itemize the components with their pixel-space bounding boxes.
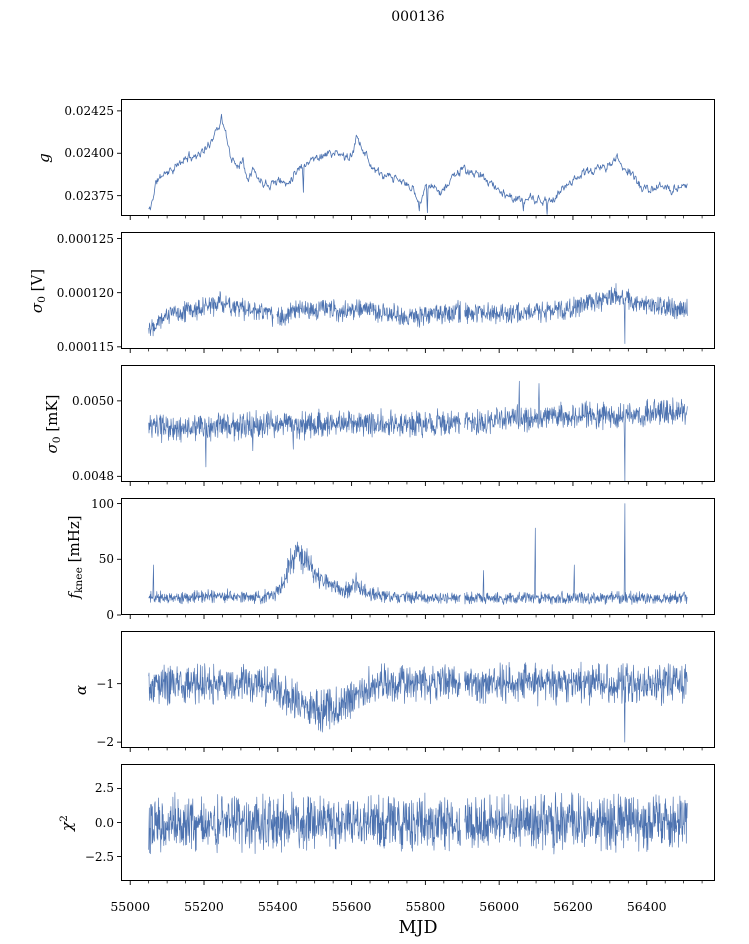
panel-sigma0-mk: σ0 [mK] 0.0048 0.0050	[0, 365, 749, 486]
y-axis-label-part: 0	[34, 295, 48, 303]
y-ticks	[117, 110, 121, 197]
y-axis-label-part: [V]	[27, 268, 46, 296]
y-ticks	[117, 400, 121, 477]
x-ticks	[129, 349, 703, 353]
x-tick-label: 56400	[626, 899, 667, 914]
data-series-line	[148, 503, 688, 605]
y-tick-label: −1	[96, 676, 114, 691]
y-axis-area: σ0 [V] 0.000115 0.000120 0.000125	[0, 231, 121, 354]
plot-area	[117, 631, 715, 752]
data-series-line	[148, 661, 688, 743]
x-tick-label: 55400	[257, 899, 298, 914]
x-tick-label: 55600	[331, 899, 372, 914]
y-tick-label: −2.5	[84, 849, 114, 864]
x-tick-label: 55800	[405, 899, 446, 914]
figure: 000136 g 0.02375 0.02400 0.02425 σ0 [V] 0.000…	[0, 9, 749, 944]
y-ticks	[117, 503, 121, 616]
y-axis-label: σ0 [mK]	[43, 344, 63, 504]
x-ticks	[129, 482, 703, 486]
x-tick-label: 56200	[553, 899, 593, 914]
y-axis-label-part: [mHz]	[64, 514, 83, 567]
y-tick-label: 0.000125	[56, 231, 114, 246]
y-axis-label: χ2	[57, 743, 77, 903]
plot-area	[117, 232, 715, 353]
y-axis-area: fknee [mHz] 0 50 100	[0, 496, 121, 622]
y-axis-label-part: χ	[58, 821, 77, 831]
axes-frame	[121, 365, 715, 482]
plot-area	[117, 99, 715, 220]
y-axis-label-part: α	[72, 684, 91, 695]
y-axis-area: g 0.02375 0.02400 0.02425	[0, 99, 121, 216]
y-axis-label-part: σ	[27, 302, 46, 313]
y-tick-label: 2.5	[94, 781, 114, 796]
x-ticks	[129, 216, 703, 220]
axes-frame	[121, 99, 715, 216]
y-ticks	[117, 683, 121, 743]
panel-chi2: χ2 −2.5 0.0 2.5	[0, 764, 749, 885]
x-axis-tick-labels: 55000 55200 55400 55600 55800 56000 56200 56400	[110, 897, 749, 915]
panel-alpha: α −2 −1	[0, 631, 749, 752]
data-series-line	[148, 380, 688, 482]
data-series-line	[148, 791, 688, 855]
panels-container: g 0.02375 0.02400 0.02425 σ0 [V] 0.000115 0.00…	[0, 99, 749, 885]
x-tick-label: 55000	[110, 899, 151, 914]
y-tick-label: 0	[106, 608, 114, 622]
panel-fknee: fknee [mHz] 0 50 100	[0, 496, 749, 622]
axes-frame	[121, 631, 715, 748]
y-tick-label: 0.02400	[64, 146, 114, 161]
y-tick-label: 0.02425	[64, 103, 114, 118]
y-tick-label: 50	[98, 552, 114, 567]
y-tick-label: 0.0	[94, 815, 114, 830]
plot-area	[117, 365, 715, 486]
panel-g: g 0.02375 0.02400 0.02425	[0, 99, 749, 220]
axes-frame	[121, 498, 715, 615]
x-tick-label: 55200	[184, 899, 224, 914]
y-axis-area: α −2 −1	[0, 631, 121, 750]
y-tick-label: 0.000120	[56, 285, 114, 300]
y-ticks	[117, 238, 121, 348]
x-ticks	[129, 881, 703, 885]
x-axis-label: MJD	[398, 918, 438, 938]
figure-title: 000136	[391, 9, 445, 25]
y-tick-label: 0.000115	[56, 339, 114, 354]
y-axis-label-part: [mK]	[42, 394, 61, 436]
y-tick-label: −2	[96, 735, 114, 750]
y-tick-label: 0.0048	[72, 469, 114, 484]
panel-sigma0-v: σ0 [V] 0.000115 0.000120 0.000125	[0, 231, 749, 354]
y-ticks	[117, 788, 121, 857]
axes-frame	[121, 232, 715, 349]
y-tick-label: 0.02375	[64, 188, 114, 203]
axes-frame	[121, 764, 715, 881]
x-tick-label: 56000	[479, 899, 520, 914]
y-tick-label: 0.0050	[72, 393, 114, 408]
y-axis-area: σ0 [mK] 0.0048 0.0050	[0, 365, 121, 484]
y-axis-label-part: σ	[42, 442, 61, 453]
x-ticks	[129, 615, 703, 619]
y-axis-label-part: 2	[57, 814, 71, 822]
x-ticks	[129, 748, 703, 752]
y-axis-label-part: g	[35, 152, 54, 163]
data-series-line	[148, 283, 688, 344]
y-axis-area: χ2 −2.5 0.0 2.5	[0, 764, 121, 881]
y-axis-label-part: 0	[49, 435, 63, 443]
y-tick-label: 100	[91, 496, 114, 511]
plot-area	[117, 498, 715, 619]
y-axis-label-part: f	[64, 592, 83, 599]
y-axis-label-part: knee	[71, 566, 85, 593]
plot-area	[117, 764, 715, 885]
data-series-line	[148, 113, 688, 215]
